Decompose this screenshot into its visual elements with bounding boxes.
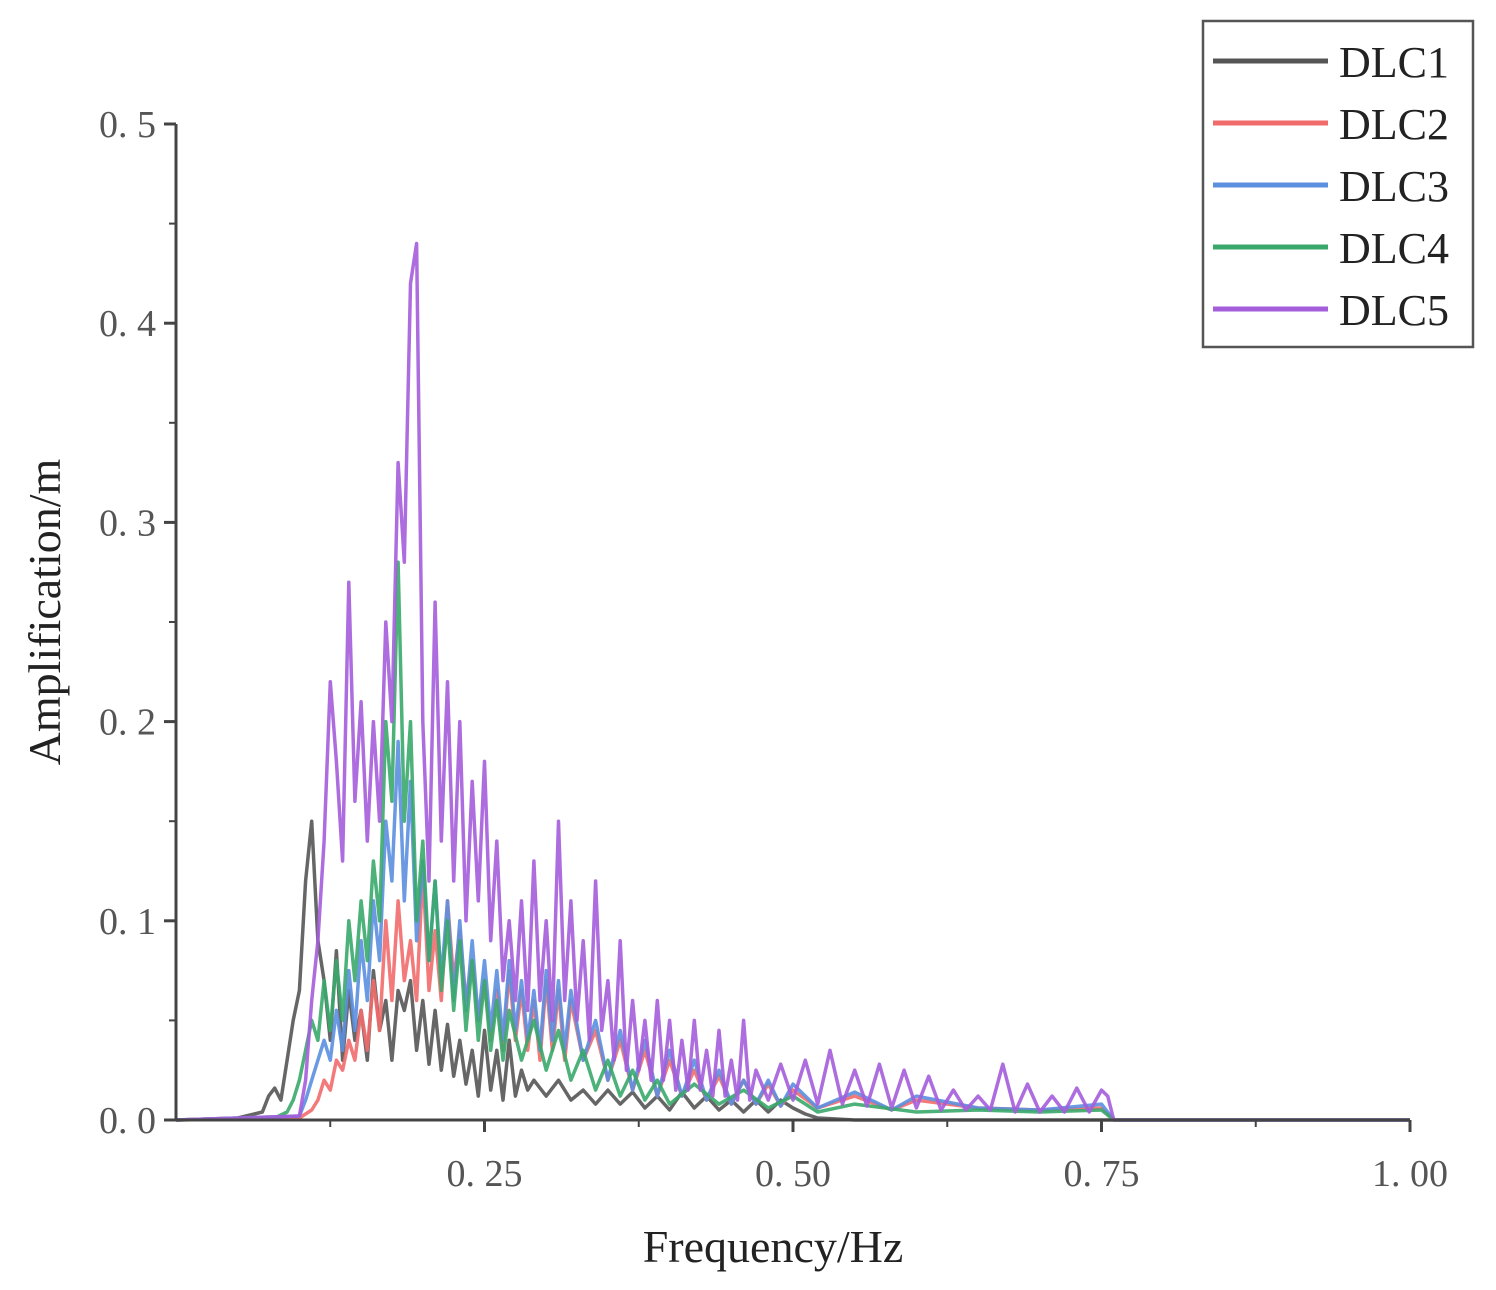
legend-label: DLC2 [1339,100,1449,149]
series-layer [175,241,1410,1122]
y-tick-label: 0. 3 [99,502,156,544]
series-line-dlc3 [175,739,1410,1122]
x-axis-title: Frequency/Hz [643,1221,904,1272]
y-tick-label: 0. 4 [99,303,156,345]
y-tick-label: 0. 1 [99,901,156,943]
y-tick-label: 0. 5 [99,104,156,146]
legend-label: DLC3 [1339,162,1449,211]
series-line-dlc4 [175,560,1410,1122]
y-tick-label: 0. 0 [99,1100,156,1142]
legend: DLC1 DLC2 DLC3 DLC4 DLC5 [1201,19,1475,349]
legend-label: DLC4 [1339,224,1449,273]
series-line-dlc1 [175,819,1410,1122]
x-tick-label: 0. 75 [1064,1153,1140,1195]
series-line-dlc5 [175,241,1410,1122]
legend-label: DLC5 [1339,286,1449,335]
x-tick-label: 1. 00 [1372,1153,1448,1195]
y-tick-label: 0. 2 [99,702,156,744]
legend-label: DLC1 [1339,38,1449,87]
x-tick-label: 0. 50 [755,1153,831,1195]
x-tick-label: 0. 25 [447,1153,523,1195]
y-axis-title: Amplification/m [19,458,70,765]
ticks-layer: 0. 0 0. 1 0. 2 0. 3 0. 4 0. 5 0. 25 0. 50 0. 75 1… [99,104,1448,1195]
